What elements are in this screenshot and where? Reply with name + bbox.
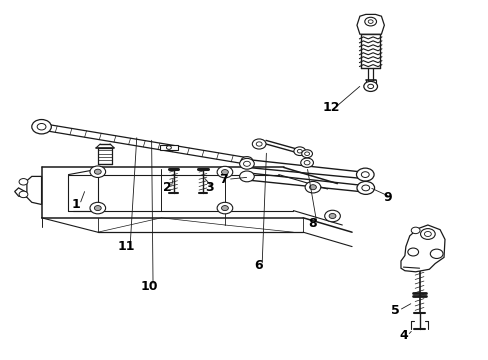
Circle shape xyxy=(356,168,373,181)
Circle shape xyxy=(221,206,228,211)
Circle shape xyxy=(420,229,434,239)
Circle shape xyxy=(252,139,265,149)
Circle shape xyxy=(429,249,442,258)
Circle shape xyxy=(217,166,232,178)
Circle shape xyxy=(90,166,105,177)
Circle shape xyxy=(304,161,309,165)
Circle shape xyxy=(221,170,228,175)
Circle shape xyxy=(256,142,262,146)
Text: 1: 1 xyxy=(71,198,80,211)
Circle shape xyxy=(37,123,46,130)
Circle shape xyxy=(19,179,28,185)
Text: 6: 6 xyxy=(253,259,262,272)
Text: 12: 12 xyxy=(322,101,340,114)
Polygon shape xyxy=(400,225,444,272)
Circle shape xyxy=(301,150,312,158)
Text: 7: 7 xyxy=(219,173,228,186)
Circle shape xyxy=(19,191,28,198)
Circle shape xyxy=(241,157,252,165)
Circle shape xyxy=(217,202,232,214)
Circle shape xyxy=(363,81,377,91)
Polygon shape xyxy=(356,14,384,34)
Circle shape xyxy=(407,248,418,256)
Circle shape xyxy=(94,206,101,211)
Text: 11: 11 xyxy=(117,240,135,253)
Text: 9: 9 xyxy=(382,191,391,204)
Text: 10: 10 xyxy=(140,280,158,293)
Circle shape xyxy=(239,158,254,169)
Circle shape xyxy=(305,181,320,193)
Circle shape xyxy=(166,146,171,149)
Text: 5: 5 xyxy=(390,304,399,317)
Text: 3: 3 xyxy=(204,181,213,194)
Polygon shape xyxy=(15,176,41,204)
Circle shape xyxy=(94,169,101,174)
Text: 2: 2 xyxy=(163,181,171,194)
Circle shape xyxy=(364,17,376,26)
Circle shape xyxy=(32,120,51,134)
Circle shape xyxy=(367,20,372,23)
Circle shape xyxy=(239,171,254,182)
Circle shape xyxy=(367,84,373,89)
Circle shape xyxy=(361,172,368,177)
Text: 4: 4 xyxy=(398,329,407,342)
Circle shape xyxy=(424,231,430,237)
Polygon shape xyxy=(160,145,177,150)
Text: 8: 8 xyxy=(308,217,317,230)
Circle shape xyxy=(90,202,105,214)
Circle shape xyxy=(297,149,302,153)
Circle shape xyxy=(410,227,419,234)
Circle shape xyxy=(304,152,309,156)
Circle shape xyxy=(361,185,369,191)
Circle shape xyxy=(324,210,340,222)
Circle shape xyxy=(309,185,316,190)
Circle shape xyxy=(300,158,313,167)
Circle shape xyxy=(293,147,305,156)
Circle shape xyxy=(328,213,335,219)
Circle shape xyxy=(356,181,374,194)
Circle shape xyxy=(243,161,250,166)
